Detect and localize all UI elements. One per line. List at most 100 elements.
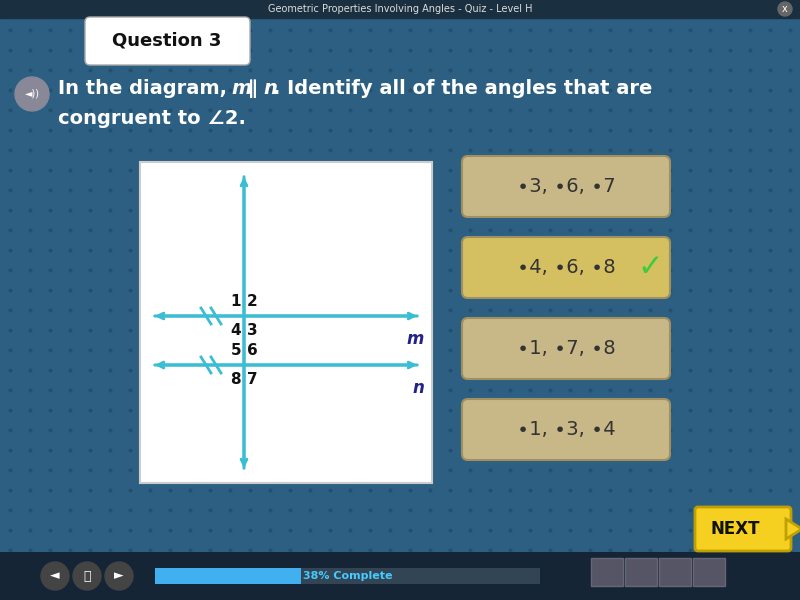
Point — [584, 545, 597, 555]
Point — [43, 125, 56, 135]
Point — [224, 385, 237, 395]
Point — [723, 65, 736, 75]
Point — [744, 525, 757, 535]
Point — [504, 405, 517, 415]
Point — [123, 185, 136, 195]
Point — [344, 25, 357, 35]
Point — [504, 125, 517, 135]
Point — [243, 405, 256, 415]
Point — [264, 85, 277, 95]
Point — [464, 165, 477, 175]
Point — [224, 5, 237, 15]
Point — [64, 305, 77, 315]
Point — [624, 245, 637, 255]
Point — [203, 65, 216, 75]
Point — [84, 285, 96, 295]
Point — [104, 345, 117, 355]
Point — [144, 85, 157, 95]
Point — [683, 105, 696, 115]
Point — [24, 25, 37, 35]
Point — [4, 305, 16, 315]
Point — [323, 225, 337, 235]
Point — [243, 325, 256, 335]
Point — [144, 5, 157, 15]
Point — [144, 505, 157, 515]
Point — [744, 345, 757, 355]
Point — [683, 405, 696, 415]
Point — [4, 25, 16, 35]
Point — [104, 165, 117, 175]
Point — [243, 425, 256, 435]
Text: NEXT: NEXT — [710, 520, 760, 538]
Point — [144, 365, 157, 375]
Point — [123, 165, 136, 175]
Point — [624, 5, 637, 15]
Point — [84, 545, 96, 555]
Point — [464, 425, 477, 435]
Point — [283, 345, 296, 355]
Point — [264, 465, 277, 475]
Point — [203, 245, 216, 255]
Point — [664, 225, 677, 235]
Point — [624, 405, 637, 415]
Point — [323, 445, 337, 455]
Point — [344, 545, 357, 555]
Point — [763, 425, 776, 435]
Point — [123, 305, 136, 315]
Point — [784, 245, 797, 255]
Point — [203, 545, 216, 555]
Point — [24, 145, 37, 155]
Point — [64, 265, 77, 275]
Point — [363, 45, 377, 55]
Point — [144, 305, 157, 315]
Point — [163, 125, 176, 135]
Point — [224, 225, 237, 235]
Point — [744, 265, 757, 275]
Text: ◄: ◄ — [50, 569, 60, 583]
Point — [123, 105, 136, 115]
Point — [283, 5, 296, 15]
Point — [84, 25, 96, 35]
Point — [784, 545, 797, 555]
Point — [384, 525, 397, 535]
Point — [243, 45, 256, 55]
Point — [523, 485, 536, 495]
Point — [604, 45, 617, 55]
Point — [403, 185, 416, 195]
Point — [163, 545, 176, 555]
Point — [203, 365, 216, 375]
Point — [363, 545, 377, 555]
Circle shape — [41, 562, 69, 590]
Point — [563, 85, 576, 95]
Bar — [155, 568, 540, 584]
Point — [584, 465, 597, 475]
Point — [704, 405, 717, 415]
Point — [784, 125, 797, 135]
Point — [643, 365, 656, 375]
Point — [544, 105, 557, 115]
Point — [203, 85, 216, 95]
Point — [123, 225, 136, 235]
Point — [264, 125, 277, 135]
Point — [384, 225, 397, 235]
Point — [224, 125, 237, 135]
Point — [604, 65, 617, 75]
Point — [584, 405, 597, 415]
Point — [84, 445, 96, 455]
Point — [203, 385, 216, 395]
Point — [123, 385, 136, 395]
Point — [624, 205, 637, 215]
Point — [283, 485, 296, 495]
Point — [464, 5, 477, 15]
Point — [464, 285, 477, 295]
Point — [363, 345, 377, 355]
Circle shape — [15, 77, 49, 111]
Point — [504, 205, 517, 215]
Point — [483, 225, 496, 235]
Point — [4, 545, 16, 555]
Point — [664, 405, 677, 415]
Point — [344, 165, 357, 175]
Point — [283, 145, 296, 155]
Point — [344, 85, 357, 95]
Point — [384, 405, 397, 415]
